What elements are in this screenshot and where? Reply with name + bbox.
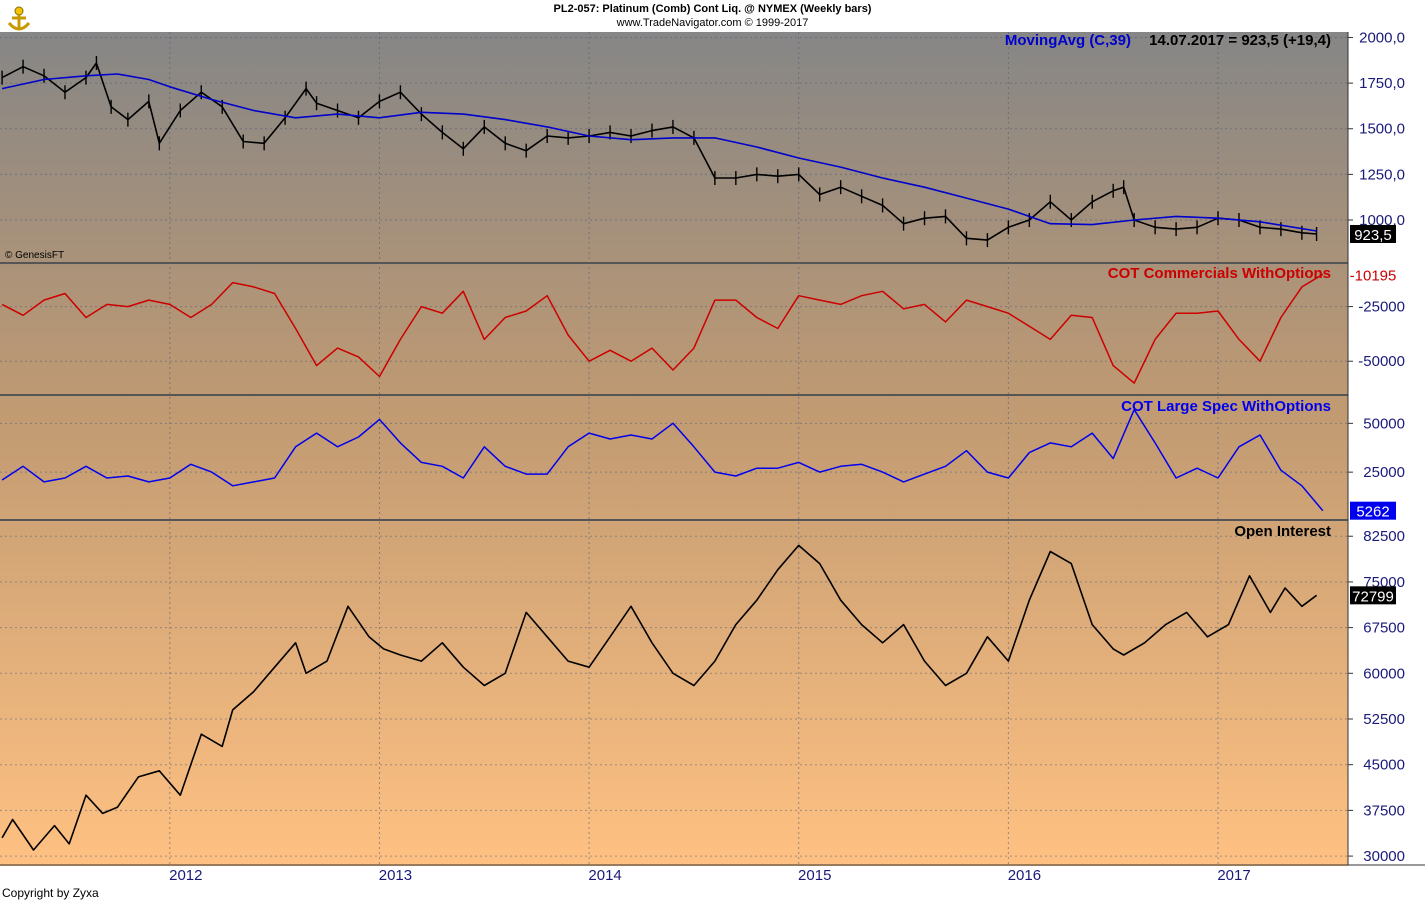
moving_avg-series-line	[1, 73, 1317, 232]
open_interest-series-line	[1, 544, 1318, 851]
x-tick-label: 2016	[1008, 867, 1041, 884]
legend-label: MovingAvg (C,39)	[1005, 32, 1131, 49]
last-value-text: 72799	[1352, 588, 1394, 605]
y-tick-label: 37500	[1363, 802, 1405, 819]
x-tick-label: 2017	[1217, 867, 1250, 884]
last-value-badge	[1350, 265, 1396, 284]
logo-anchor-icon	[4, 3, 34, 33]
series-layer	[1, 56, 1324, 851]
chart-subtitle: www.TradeNavigator.com © 1999-2017	[616, 17, 809, 29]
x-tick-label: 2012	[169, 867, 202, 884]
y-tick-label: 60000	[1363, 665, 1405, 682]
last-value-badge	[1350, 501, 1396, 520]
commercials-series-line	[1, 273, 1324, 384]
last-value-text: -10195	[1350, 267, 1397, 284]
y-tick-label: 1250,0	[1359, 166, 1405, 183]
y-tick-label: 1500,0	[1359, 121, 1405, 138]
y-tick-label: 30000	[1363, 848, 1405, 865]
legend-label: COT Commercials WithOptions	[1108, 265, 1331, 282]
large_spec-series-line	[1, 408, 1324, 512]
last-value-badge	[1350, 586, 1396, 605]
y-tick-label: 1000,0	[1359, 212, 1405, 229]
copyright-text: Copyright by Zyxa	[2, 886, 99, 900]
plot-background	[0, 32, 1348, 866]
legend-label: COT Large Spec WithOptions	[1121, 398, 1331, 415]
y-tick-label: -25000	[1358, 299, 1405, 316]
readout-label: 14.07.2017 = 923,5 (+19,4)	[1149, 32, 1331, 49]
x-tick-label: 2015	[798, 867, 831, 884]
y-tick-label: 82500	[1363, 528, 1405, 545]
x-tick-label: 2014	[588, 867, 621, 884]
y-tick-label: 1750,0	[1359, 75, 1405, 92]
label-layer: 2012 2013 2014 2015 2016 2017 2000,0 1750,0 1500…	[169, 29, 1405, 884]
x-tick-label: 2013	[379, 867, 412, 884]
axis-background	[1348, 32, 1425, 866]
y-tick-label: 67500	[1363, 620, 1405, 637]
y-tick-label: 2000,0	[1359, 29, 1405, 46]
y-tick-label: 50000	[1363, 415, 1405, 432]
chart-title: PL2-057: Platinum (Comb) Cont Liq. @ NYM…	[553, 3, 872, 15]
y-tick-label: 25000	[1363, 464, 1405, 481]
y-tick-label: 52500	[1363, 711, 1405, 728]
last-value-text: 923,5	[1354, 227, 1392, 244]
source-credit: © GenesisFT	[5, 250, 65, 261]
grid-layer	[0, 32, 1425, 866]
y-tick-label: -50000	[1358, 353, 1405, 370]
legend-label: Open Interest	[1234, 523, 1331, 540]
last-value-badge	[1350, 224, 1396, 243]
last-value-text: 5262	[1356, 504, 1389, 521]
y-tick-label: 45000	[1363, 757, 1405, 774]
